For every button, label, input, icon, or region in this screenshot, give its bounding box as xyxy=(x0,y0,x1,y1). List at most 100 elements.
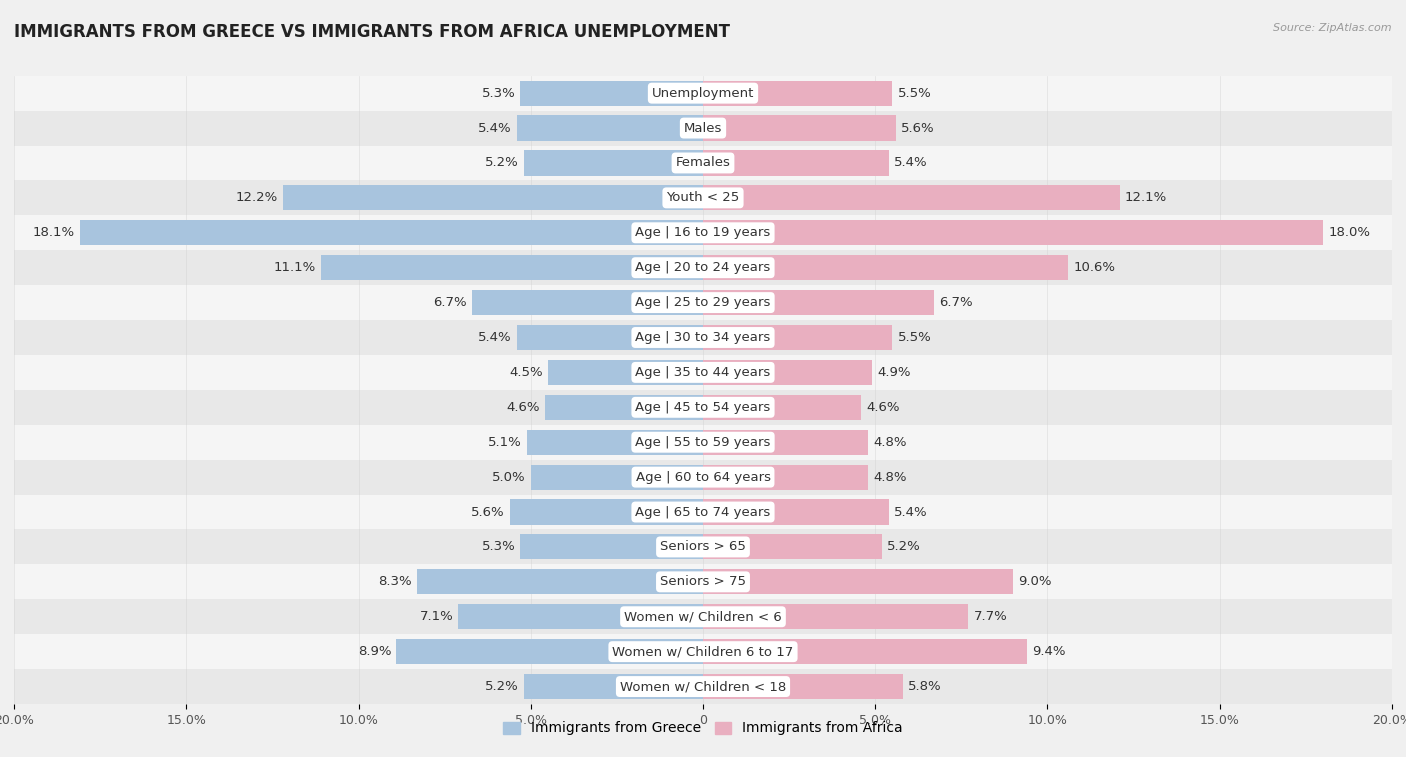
Bar xyxy=(14,600,1392,634)
Text: 11.1%: 11.1% xyxy=(273,261,315,274)
Bar xyxy=(703,360,872,385)
Bar xyxy=(703,534,882,559)
Bar xyxy=(703,220,1323,245)
Text: Age | 25 to 29 years: Age | 25 to 29 years xyxy=(636,296,770,309)
Text: 18.1%: 18.1% xyxy=(32,226,75,239)
Bar xyxy=(14,634,1392,669)
Bar xyxy=(544,394,703,420)
Bar xyxy=(14,565,1392,600)
Bar xyxy=(703,255,1069,280)
Bar xyxy=(703,325,893,350)
Text: Age | 20 to 24 years: Age | 20 to 24 years xyxy=(636,261,770,274)
Bar xyxy=(520,534,703,559)
Text: 5.2%: 5.2% xyxy=(485,680,519,693)
Bar xyxy=(283,185,703,210)
Text: Seniors > 75: Seniors > 75 xyxy=(659,575,747,588)
Text: 18.0%: 18.0% xyxy=(1329,226,1371,239)
Text: 5.0%: 5.0% xyxy=(492,471,526,484)
Text: Age | 16 to 19 years: Age | 16 to 19 years xyxy=(636,226,770,239)
Bar xyxy=(14,355,1392,390)
Bar xyxy=(520,80,703,106)
Bar xyxy=(703,604,969,629)
Text: Males: Males xyxy=(683,122,723,135)
Text: 4.6%: 4.6% xyxy=(506,400,540,414)
Bar xyxy=(458,604,703,629)
Text: Age | 30 to 34 years: Age | 30 to 34 years xyxy=(636,331,770,344)
Bar xyxy=(517,325,703,350)
Text: 5.3%: 5.3% xyxy=(481,540,515,553)
Text: 4.8%: 4.8% xyxy=(873,436,907,449)
Bar xyxy=(14,390,1392,425)
Text: Age | 45 to 54 years: Age | 45 to 54 years xyxy=(636,400,770,414)
Bar xyxy=(703,639,1026,664)
Bar xyxy=(703,674,903,699)
Text: 12.2%: 12.2% xyxy=(235,192,277,204)
Text: Age | 55 to 59 years: Age | 55 to 59 years xyxy=(636,436,770,449)
Text: 6.7%: 6.7% xyxy=(939,296,973,309)
Text: Age | 60 to 64 years: Age | 60 to 64 years xyxy=(636,471,770,484)
Bar xyxy=(517,116,703,141)
Text: Women w/ Children < 18: Women w/ Children < 18 xyxy=(620,680,786,693)
Text: 5.3%: 5.3% xyxy=(481,86,515,100)
Bar xyxy=(396,639,703,664)
Bar xyxy=(524,674,703,699)
Text: IMMIGRANTS FROM GREECE VS IMMIGRANTS FROM AFRICA UNEMPLOYMENT: IMMIGRANTS FROM GREECE VS IMMIGRANTS FRO… xyxy=(14,23,730,41)
Text: Women w/ Children 6 to 17: Women w/ Children 6 to 17 xyxy=(613,645,793,658)
Text: Females: Females xyxy=(675,157,731,170)
Text: 5.4%: 5.4% xyxy=(478,122,512,135)
Text: 8.3%: 8.3% xyxy=(378,575,412,588)
Bar xyxy=(703,116,896,141)
Bar xyxy=(703,80,893,106)
Text: 5.1%: 5.1% xyxy=(488,436,522,449)
Text: 6.7%: 6.7% xyxy=(433,296,467,309)
Bar xyxy=(14,669,1392,704)
Text: Age | 35 to 44 years: Age | 35 to 44 years xyxy=(636,366,770,379)
Bar xyxy=(14,180,1392,215)
Text: 10.6%: 10.6% xyxy=(1073,261,1115,274)
Legend: Immigrants from Greece, Immigrants from Africa: Immigrants from Greece, Immigrants from … xyxy=(498,716,908,741)
Bar xyxy=(703,500,889,525)
Text: Source: ZipAtlas.com: Source: ZipAtlas.com xyxy=(1274,23,1392,33)
Bar xyxy=(531,465,703,490)
Text: 5.5%: 5.5% xyxy=(897,331,931,344)
Bar xyxy=(14,529,1392,565)
Bar xyxy=(14,320,1392,355)
Text: 9.0%: 9.0% xyxy=(1018,575,1052,588)
Text: 7.7%: 7.7% xyxy=(973,610,1007,623)
Bar xyxy=(418,569,703,594)
Text: 4.6%: 4.6% xyxy=(866,400,900,414)
Bar xyxy=(14,494,1392,529)
Text: 4.9%: 4.9% xyxy=(877,366,911,379)
Bar xyxy=(703,465,869,490)
Bar xyxy=(14,76,1392,111)
Bar xyxy=(703,394,862,420)
Bar xyxy=(703,185,1119,210)
Bar xyxy=(80,220,703,245)
Bar xyxy=(14,459,1392,494)
Text: 5.5%: 5.5% xyxy=(897,86,931,100)
Bar xyxy=(14,251,1392,285)
Bar xyxy=(321,255,703,280)
Bar xyxy=(14,285,1392,320)
Bar xyxy=(703,430,869,455)
Text: Women w/ Children < 6: Women w/ Children < 6 xyxy=(624,610,782,623)
Text: 5.2%: 5.2% xyxy=(485,157,519,170)
Text: 5.6%: 5.6% xyxy=(901,122,935,135)
Bar xyxy=(703,290,934,315)
Bar xyxy=(527,430,703,455)
Text: 5.2%: 5.2% xyxy=(887,540,921,553)
Text: 8.9%: 8.9% xyxy=(357,645,391,658)
Text: Youth < 25: Youth < 25 xyxy=(666,192,740,204)
Text: Seniors > 65: Seniors > 65 xyxy=(659,540,747,553)
Text: 5.4%: 5.4% xyxy=(894,157,928,170)
Text: 4.5%: 4.5% xyxy=(509,366,543,379)
Bar xyxy=(14,145,1392,180)
Text: 7.1%: 7.1% xyxy=(419,610,453,623)
Text: 5.4%: 5.4% xyxy=(478,331,512,344)
Bar xyxy=(703,569,1012,594)
Text: 12.1%: 12.1% xyxy=(1125,192,1167,204)
Text: 5.8%: 5.8% xyxy=(908,680,942,693)
Bar xyxy=(14,111,1392,145)
Bar xyxy=(548,360,703,385)
Bar xyxy=(472,290,703,315)
